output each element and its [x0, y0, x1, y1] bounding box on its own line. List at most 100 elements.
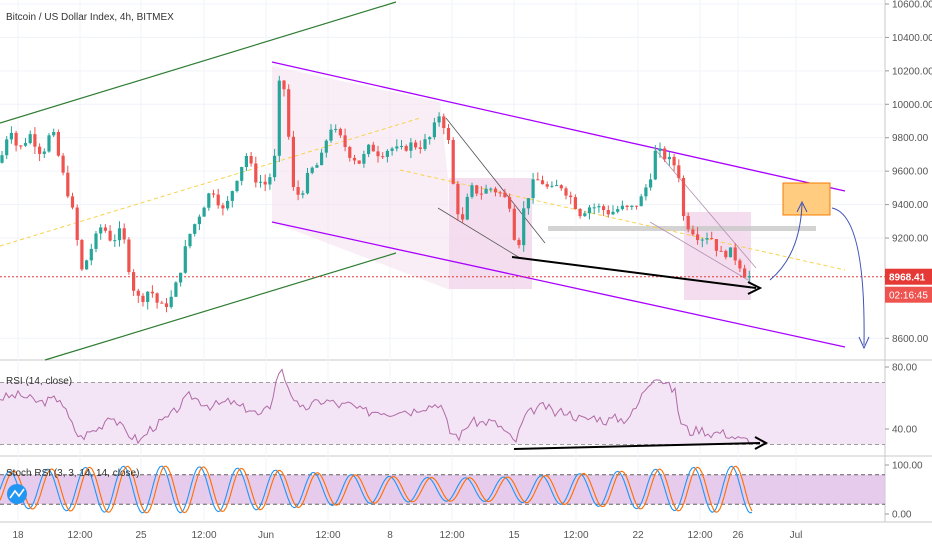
candle-body [38, 146, 42, 154]
candle-body [470, 185, 474, 197]
candle-body [667, 156, 671, 160]
x-tick-label: Jun [258, 530, 274, 541]
candle-body [141, 295, 145, 303]
candle-body [291, 136, 295, 188]
candle-body [484, 188, 488, 194]
candle-body [296, 187, 300, 195]
candle-body [700, 239, 704, 241]
x-tick-label: 12:00 [67, 530, 92, 541]
candle-body [512, 208, 516, 240]
candle-body [432, 122, 436, 138]
candle-body [414, 142, 418, 148]
candle-body [686, 215, 690, 230]
candle-body [42, 151, 46, 154]
rsi-divergence-arrowhead [754, 436, 769, 450]
candle-body [287, 89, 291, 137]
x-tick-label: 8 [387, 530, 393, 541]
candle-body [728, 247, 733, 258]
candle-body [738, 260, 742, 269]
candle-body [644, 187, 648, 197]
rsi-y-tick-label: 80.00 [892, 363, 917, 374]
candle-body [531, 179, 535, 199]
candle-body [277, 80, 281, 156]
candle-body [334, 128, 338, 130]
candle-body [33, 134, 37, 147]
rsi-y-tick-label: 40.00 [892, 425, 917, 436]
trendline-yellow [0, 117, 421, 247]
candle-body [399, 145, 404, 147]
candle-body [376, 151, 380, 157]
candle-body [305, 172, 310, 194]
candle-body [508, 197, 512, 209]
green-channel-top [0, 1, 397, 124]
candle-body [258, 181, 263, 183]
candle-body [174, 282, 178, 297]
candle-body [747, 276, 751, 278]
candle-body [362, 154, 366, 164]
candle-body [634, 205, 639, 207]
candle-body [428, 137, 432, 140]
candle-body [216, 194, 220, 206]
x-tick-label: 12:00 [687, 530, 712, 541]
rsi-pane [0, 368, 885, 450]
last-price-label: 8968.41 [889, 273, 926, 284]
candle-body [461, 214, 465, 220]
candle-body [620, 205, 624, 210]
candle-body [493, 188, 498, 193]
candle-body [254, 163, 258, 183]
candle-body [211, 193, 216, 195]
stoch-y-tick-label: 0.00 [892, 510, 912, 521]
candle-body [99, 227, 103, 234]
projection-arrow-down [831, 207, 865, 346]
purple-channel-bottom [271, 221, 846, 348]
candle-body [456, 183, 460, 215]
candle-body [498, 192, 502, 194]
candle-body [409, 142, 413, 151]
y-tick-label: 10400.00 [892, 33, 932, 44]
candle-body [569, 195, 573, 198]
candle-body [70, 196, 75, 208]
candle-body [691, 229, 695, 235]
candle-body [108, 230, 112, 241]
candle-body [169, 296, 173, 308]
wedge-line [649, 221, 749, 281]
candle-body [324, 140, 328, 153]
candle-body [526, 198, 530, 209]
candle-body [465, 196, 469, 220]
stoch-y-tick-label: 100.00 [892, 461, 923, 472]
candle-body [517, 239, 521, 246]
candle-body [578, 209, 582, 217]
y-tick-label: 10200.00 [892, 66, 932, 77]
candle-body [451, 140, 455, 184]
candle-body [677, 165, 681, 178]
candle-body [263, 181, 267, 185]
candle-body [710, 238, 714, 240]
candle-body [475, 185, 479, 194]
candle-body [28, 134, 32, 144]
candle-body [329, 129, 333, 141]
trendline-yellow [399, 169, 846, 271]
rsi-title: RSI (14, close) [6, 376, 72, 387]
candle-body [489, 188, 493, 190]
candle-body [540, 180, 545, 185]
y-tick-label: 8600.00 [892, 334, 929, 345]
candle-body [672, 156, 676, 166]
candle-body [423, 139, 427, 149]
countdown-badge [885, 286, 932, 303]
wedge-line [437, 207, 521, 259]
projection-arrow-up [769, 203, 803, 281]
green-channel-bottom [44, 252, 397, 361]
candle-body [268, 177, 272, 185]
x-tick-label: 25 [135, 530, 147, 541]
chart-title: Bitcoin / US Dollar Index, 4h, BITMEX [6, 12, 174, 23]
x-tick-label: 18 [12, 530, 24, 541]
x-tick-label: 12:00 [439, 530, 464, 541]
candle-body [193, 224, 197, 234]
candle-body [573, 197, 577, 210]
candle-body [207, 193, 211, 208]
candle-body [536, 179, 540, 181]
candle-body [630, 205, 634, 208]
candle-body [132, 272, 136, 291]
candle-body [559, 185, 563, 189]
